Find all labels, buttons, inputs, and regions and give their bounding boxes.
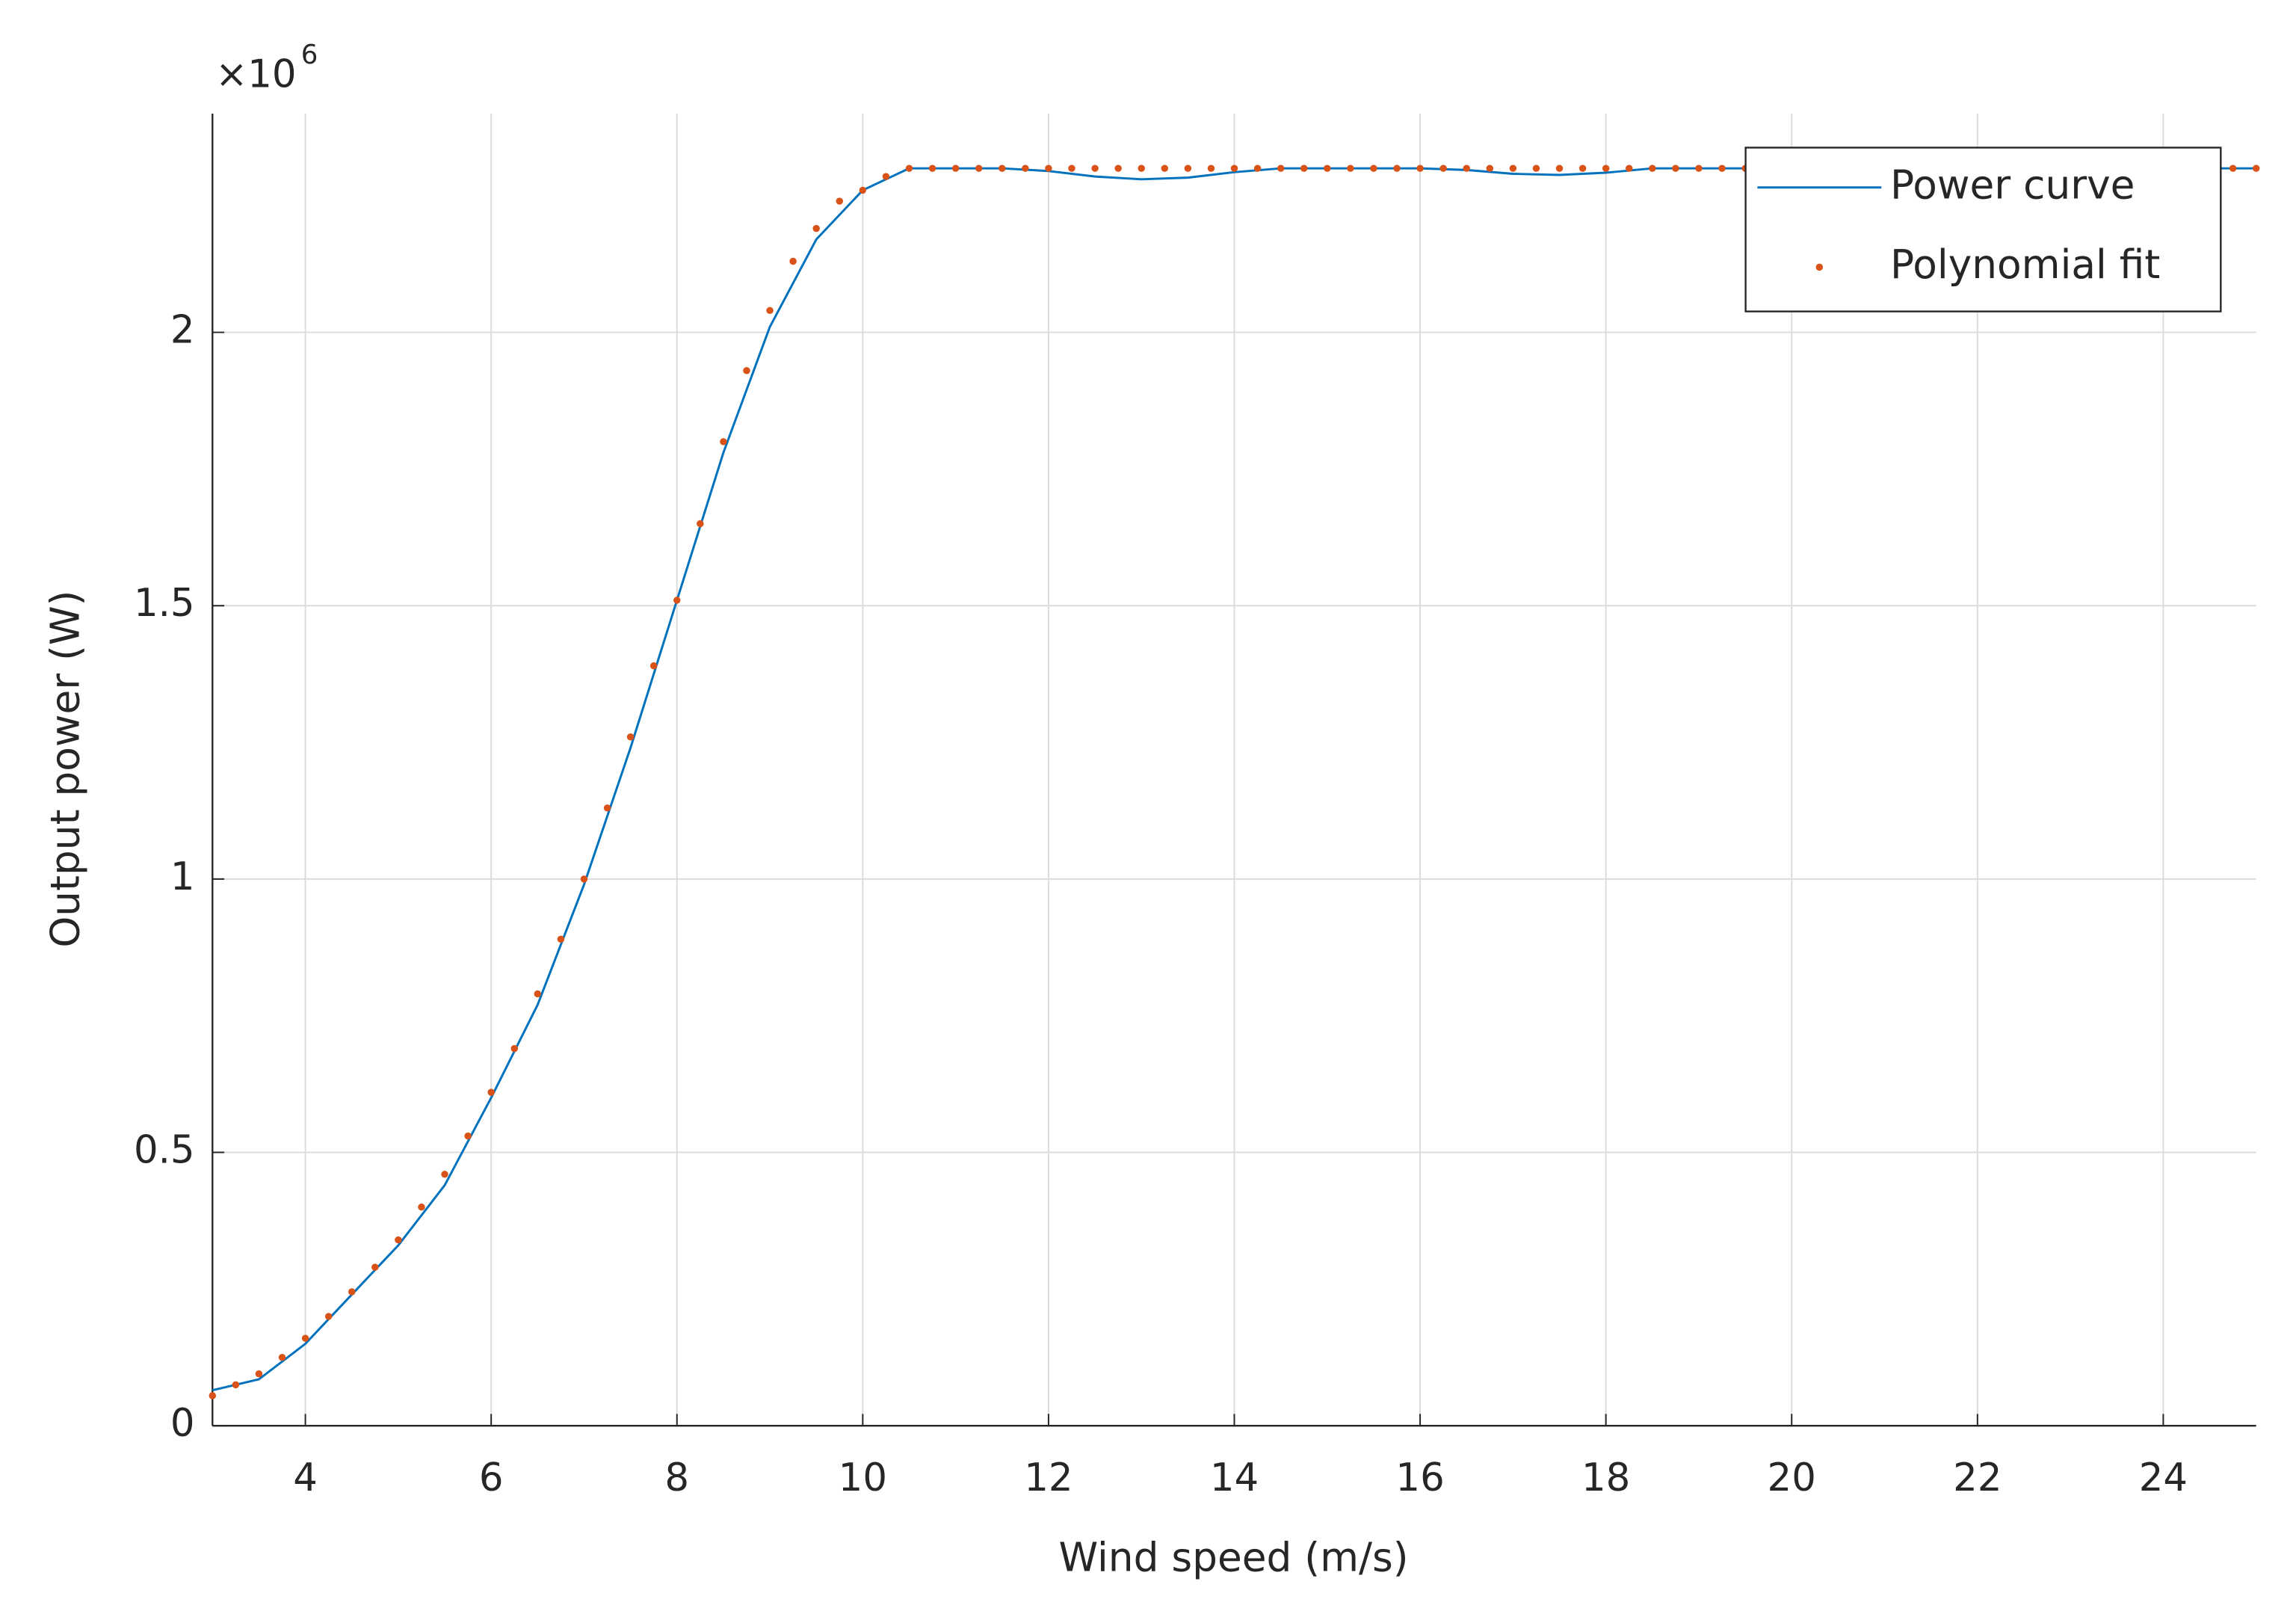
- data-point: [743, 367, 750, 375]
- data-point: [1370, 164, 1377, 172]
- data-point: [1416, 164, 1424, 172]
- data-point: [1161, 164, 1169, 172]
- x-tick-label: 14: [1210, 1456, 1259, 1500]
- x-tick-label: 4: [293, 1456, 318, 1500]
- data-point: [1649, 164, 1656, 172]
- data-point: [1509, 164, 1517, 172]
- data-point: [975, 164, 983, 172]
- x-tick-label: 16: [1395, 1456, 1444, 1500]
- data-point: [418, 1203, 425, 1211]
- data-point: [1532, 164, 1540, 172]
- data-point: [1068, 164, 1076, 172]
- data-point: [1439, 164, 1447, 172]
- data-point: [673, 597, 681, 604]
- data-point: [720, 438, 727, 446]
- y-tick-label: 1: [170, 854, 195, 899]
- data-point: [1393, 164, 1401, 172]
- data-point: [1578, 164, 1587, 172]
- data-point: [2229, 164, 2237, 172]
- data-point: [1463, 164, 1470, 172]
- x-tick-label: 24: [2139, 1456, 2188, 1500]
- data-point: [510, 1044, 518, 1053]
- y-tick-label: 0.5: [134, 1128, 195, 1173]
- data-point: [1695, 164, 1703, 172]
- data-point: [812, 224, 820, 232]
- x-tick-label: 22: [1953, 1456, 2002, 1500]
- x-axis-label: Wind speed (m/s): [1058, 1534, 1408, 1580]
- x-tick-label: 10: [839, 1456, 887, 1500]
- data-point: [1091, 164, 1099, 172]
- data-point: [255, 1370, 263, 1378]
- y-tick-label: 2: [170, 308, 195, 353]
- data-point: [1300, 164, 1308, 172]
- data-point: [395, 1236, 402, 1244]
- data-point: [882, 173, 890, 180]
- data-point: [1718, 164, 1726, 172]
- x-tick-label: 20: [1768, 1456, 1816, 1500]
- data-point: [232, 1381, 240, 1389]
- data-point: [1277, 164, 1285, 172]
- data-point: [836, 197, 843, 205]
- y-exponent: 6: [301, 40, 318, 70]
- x-tick-label: 8: [664, 1456, 689, 1500]
- data-point: [1625, 164, 1633, 172]
- data-point: [534, 990, 542, 998]
- data-point: [324, 1313, 333, 1320]
- data-point: [1486, 164, 1494, 172]
- data-point: [649, 662, 658, 670]
- data-point: [928, 164, 936, 172]
- x-tick-label: 18: [1581, 1456, 1630, 1500]
- data-point: [278, 1354, 286, 1361]
- data-point: [603, 804, 611, 812]
- legend-label: Polynomial fit: [1890, 241, 2160, 288]
- data-point: [1253, 164, 1262, 172]
- data-point: [789, 257, 797, 265]
- data-point: [209, 1392, 217, 1399]
- data-point: [905, 164, 913, 172]
- data-point: [1022, 164, 1029, 172]
- x-tick-label: 6: [479, 1456, 504, 1500]
- data-point: [301, 1334, 309, 1342]
- legend-box: [1744, 147, 2222, 312]
- data-point: [1555, 164, 1564, 172]
- data-point: [464, 1132, 472, 1140]
- data-point: [2252, 164, 2260, 172]
- legend-marker: [1815, 263, 1824, 271]
- y-tick-label: 1.5: [134, 581, 195, 626]
- data-point: [859, 186, 867, 194]
- x-tick-label: 12: [1024, 1456, 1073, 1500]
- data-point: [1672, 164, 1679, 172]
- data-point: [441, 1171, 448, 1178]
- data-point: [348, 1288, 356, 1296]
- data-point: [1324, 164, 1331, 172]
- data-point: [557, 935, 565, 943]
- data-point: [999, 164, 1006, 172]
- data-point: [1230, 164, 1238, 172]
- data-point: [371, 1263, 379, 1271]
- data-point: [951, 164, 960, 172]
- data-point: [1602, 164, 1610, 172]
- data-point: [1114, 164, 1122, 172]
- data-point: [1207, 164, 1215, 172]
- y-axis-label: Output power (W): [42, 591, 88, 948]
- data-point: [697, 520, 704, 528]
- data-point: [766, 307, 774, 315]
- data-point: [1184, 164, 1192, 172]
- data-point: [1347, 164, 1354, 172]
- legend-label: Power curve: [1890, 161, 2135, 208]
- data-point: [1138, 164, 1145, 172]
- y-tick-label: 0: [170, 1401, 195, 1446]
- y-exponent-base: ×10: [215, 52, 296, 97]
- data-point: [1045, 164, 1052, 172]
- data-point: [487, 1088, 495, 1096]
- data-point: [626, 733, 635, 741]
- data-point: [580, 875, 588, 883]
